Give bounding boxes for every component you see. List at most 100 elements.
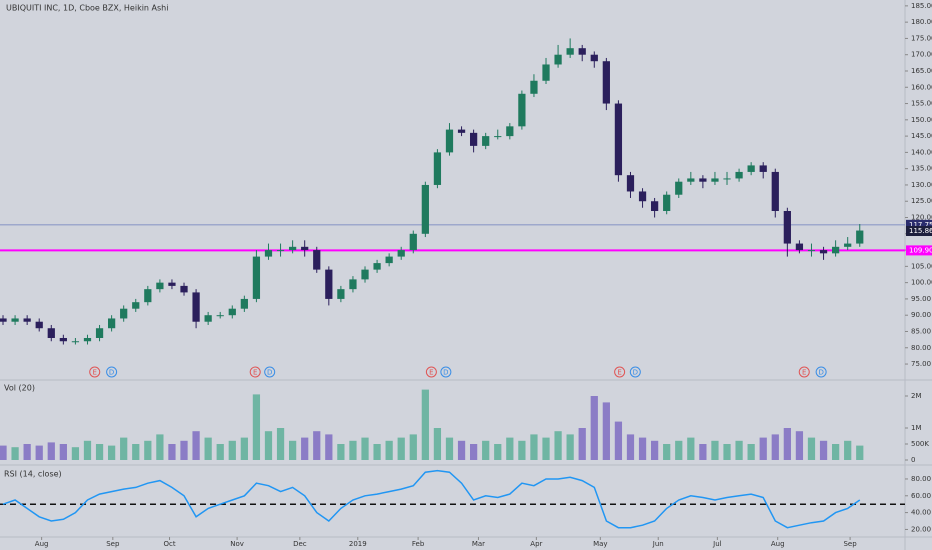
- volume-bar: [530, 434, 538, 460]
- volume-bar: [469, 444, 478, 460]
- y-tick-label: 80.00: [911, 344, 931, 352]
- y-tick-label: 0: [911, 456, 915, 464]
- candle-body: [494, 136, 502, 138]
- candle-body: [723, 178, 731, 180]
- volume-bar: [771, 434, 779, 460]
- volume-bar: [759, 437, 767, 460]
- y-tick-label: 2M: [911, 392, 922, 400]
- event-label: E: [617, 369, 621, 377]
- volume-bar: [35, 445, 43, 460]
- price-label: 115.86: [909, 227, 932, 235]
- event-marker: [629, 366, 641, 378]
- volume-bar: [663, 444, 671, 460]
- volume-bar: [675, 440, 683, 460]
- y-tick-label: 105.00: [911, 262, 932, 270]
- volume-bar: [723, 444, 731, 460]
- candle-body: [602, 61, 610, 104]
- x-tick-label: Apr: [530, 540, 542, 548]
- event-marker: [440, 366, 452, 378]
- candle-body: [819, 250, 828, 254]
- volume-bar: [192, 431, 200, 460]
- volume-bar: [95, 444, 104, 460]
- y-tick-label: 130.00: [911, 181, 932, 189]
- y-tick-label: 75.00: [911, 360, 931, 368]
- volume-bar: [445, 437, 454, 460]
- y-tick-label: 40.00: [911, 509, 931, 517]
- y-tick-label: 125.00: [911, 197, 932, 205]
- event-label: E: [429, 369, 433, 377]
- candle-body: [747, 165, 755, 172]
- x-tick-label: Mar: [472, 540, 485, 548]
- volume-bar: [373, 444, 381, 460]
- candle-body: [590, 54, 598, 62]
- chart-title: UBIQUITI INC, 1D, Cboe BZX, Heikin Ashi: [6, 4, 168, 13]
- volume-bar: [518, 440, 526, 460]
- volume-bar: [204, 437, 212, 460]
- candle-body: [288, 246, 297, 251]
- volume-bar: [180, 440, 188, 460]
- candle-body: [228, 308, 236, 316]
- volume-bar: [494, 444, 502, 460]
- y-tick-label: 165.00: [911, 67, 932, 75]
- volume-bar: [856, 445, 864, 460]
- x-tick-label: Sep: [106, 540, 120, 548]
- x-tick-label: Jul: [712, 540, 722, 548]
- y-tick-label: 1M: [911, 424, 922, 432]
- candle-body: [192, 292, 200, 322]
- candle-body: [144, 289, 152, 303]
- candle-body: [530, 80, 538, 94]
- y-tick-label: 150.00: [911, 116, 932, 124]
- volume-bar: [264, 431, 273, 460]
- candle-body: [397, 250, 405, 257]
- event-label: D: [443, 369, 448, 377]
- volume-bar: [433, 428, 442, 460]
- candle-body: [433, 152, 442, 185]
- y-tick-label: 100.00: [911, 279, 932, 287]
- volume-bar: [59, 444, 67, 460]
- candle-body: [795, 243, 804, 251]
- volume-bar: [132, 444, 140, 460]
- volume-bar: [288, 440, 297, 460]
- event-marker: [425, 366, 437, 378]
- volume-bar: [844, 440, 852, 460]
- rsi-line: [2, 469, 861, 529]
- candle-body: [856, 230, 864, 244]
- y-tick-label: 170.00: [911, 51, 932, 59]
- volume-bar: [831, 444, 840, 460]
- event-label: D: [109, 369, 114, 377]
- candle-body: [216, 315, 224, 317]
- candle-body: [349, 279, 357, 290]
- candle-body: [650, 201, 659, 212]
- x-tick-label: Aug: [35, 540, 49, 548]
- volume-bar: [228, 440, 236, 460]
- volume-bar: [349, 440, 357, 460]
- volume-bar: [120, 437, 128, 460]
- volume-bar: [506, 437, 514, 460]
- candle-body: [95, 328, 104, 338]
- candle-body: [264, 250, 273, 257]
- volume-bar: [687, 437, 695, 460]
- candle-body: [566, 48, 574, 55]
- candle-body: [759, 165, 767, 172]
- volume-bar: [11, 447, 19, 460]
- y-tick-label: 175.00: [911, 34, 932, 42]
- volume-bar: [107, 445, 116, 460]
- volume-bar: [71, 447, 80, 460]
- volume-bar: [421, 389, 429, 460]
- volume-bar: [650, 440, 659, 460]
- volume-bar: [361, 437, 369, 460]
- y-tick-label: 90.00: [911, 311, 931, 319]
- event-label: E: [93, 369, 97, 377]
- candle-body: [373, 263, 381, 270]
- candle-body: [771, 171, 779, 212]
- price-label-box: [906, 225, 932, 236]
- volume-bar: [240, 437, 248, 460]
- volume-bar: [301, 437, 309, 460]
- event-marker: [614, 366, 626, 378]
- y-tick-label: 20.00: [911, 525, 931, 533]
- candle-body: [831, 246, 840, 254]
- x-tick-label: May: [593, 540, 607, 548]
- candle-body: [638, 191, 647, 202]
- volume-bar: [325, 434, 333, 460]
